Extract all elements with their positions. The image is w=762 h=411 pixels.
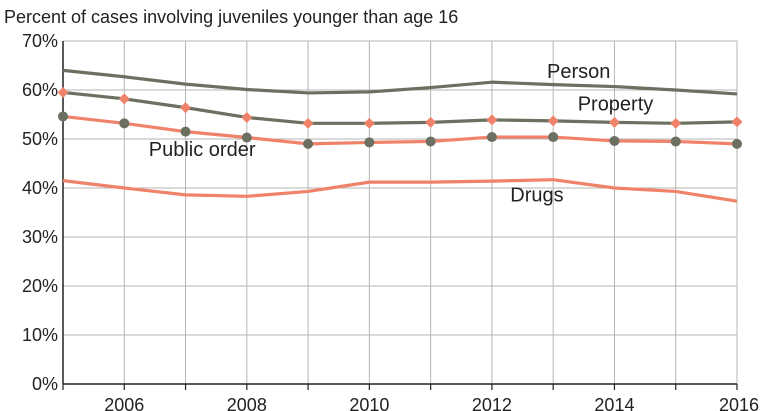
data-point-property (180, 102, 192, 114)
series-label-drugs: Drugs (510, 185, 563, 207)
x-tick-label: 2012 (472, 395, 512, 411)
data-point-public-order (180, 126, 191, 137)
data-point-public-order (486, 132, 497, 143)
x-tick-label: 2008 (227, 395, 267, 411)
y-tick-label: 30% (22, 227, 58, 247)
data-point-property (363, 117, 375, 129)
data-point-property (731, 116, 743, 128)
x-tick-label: 2006 (104, 395, 144, 411)
x-tick-label: 2016 (719, 395, 759, 411)
data-point-property (547, 115, 559, 127)
data-point-property (486, 114, 498, 126)
x-tick-label: 2014 (594, 395, 634, 411)
y-axis-label: Percent of cases involving juveniles you… (4, 7, 459, 27)
y-tick-label: 20% (22, 276, 58, 296)
data-point-property (241, 111, 253, 123)
y-tick-label: 40% (22, 178, 58, 198)
data-point-property (425, 116, 437, 128)
data-point-public-order (609, 135, 620, 146)
data-point-public-order (670, 136, 681, 147)
y-tick-label: 10% (22, 325, 58, 345)
data-point-public-order (425, 136, 436, 147)
data-point-public-order (241, 132, 252, 143)
x-tick-label: 2010 (349, 395, 389, 411)
data-point-property (118, 93, 130, 105)
y-tick-label: 70% (22, 31, 58, 51)
series-label-person: Person (547, 61, 610, 83)
data-point-property (670, 117, 682, 129)
y-tick-label: 60% (22, 80, 58, 100)
data-point-public-order (364, 137, 375, 148)
series-line-property (62, 90, 738, 125)
data-point-property (57, 86, 69, 98)
data-point-public-order (548, 132, 559, 143)
data-point-property (608, 116, 620, 128)
series-label-property: Property (578, 94, 654, 116)
series-label-public-order: Public order (149, 139, 256, 161)
data-point-public-order (732, 138, 742, 149)
series-line-drugs (62, 178, 738, 203)
y-tick-label: 0% (32, 374, 58, 394)
data-point-public-order (303, 138, 314, 149)
series-line-public-order (62, 114, 738, 146)
data-point-public-order (119, 118, 130, 129)
series-line-person (62, 68, 738, 96)
data-point-property (302, 117, 314, 129)
y-tick-label: 50% (22, 129, 58, 149)
data-point-public-order (58, 111, 68, 122)
